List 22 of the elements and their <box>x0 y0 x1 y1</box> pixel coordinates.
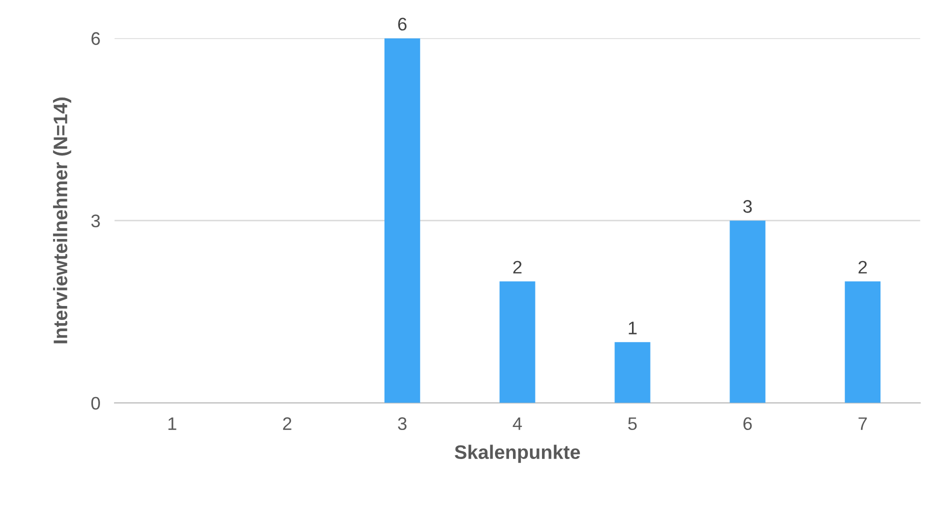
data-label: 3 <box>743 200 752 213</box>
x-tick-label: 7 <box>858 417 867 430</box>
x-tick-label: 6 <box>743 417 752 430</box>
bar <box>614 342 650 403</box>
bar <box>384 38 420 403</box>
x-tick-label: 3 <box>398 417 407 430</box>
bar <box>844 281 881 403</box>
data-label: 6 <box>398 18 407 31</box>
bar <box>500 281 536 403</box>
x-tick-label: 4 <box>512 417 522 430</box>
x-axis-title: Skalenpunkte <box>454 444 580 463</box>
bar <box>730 220 766 403</box>
data-label: 2 <box>513 260 522 274</box>
y-axis-title: Interviewteilnehmer (N=14) <box>53 98 72 344</box>
x-tick-label: 1 <box>168 417 176 430</box>
y-tick-label: 0 <box>91 396 100 410</box>
y-tick-label: 3 <box>91 214 100 228</box>
x-tick-label: 5 <box>628 417 637 430</box>
data-label: 1 <box>628 322 637 334</box>
x-tick-label: 2 <box>283 417 292 430</box>
y-tick-label: 6 <box>92 32 100 45</box>
data-label: 2 <box>858 260 867 274</box>
